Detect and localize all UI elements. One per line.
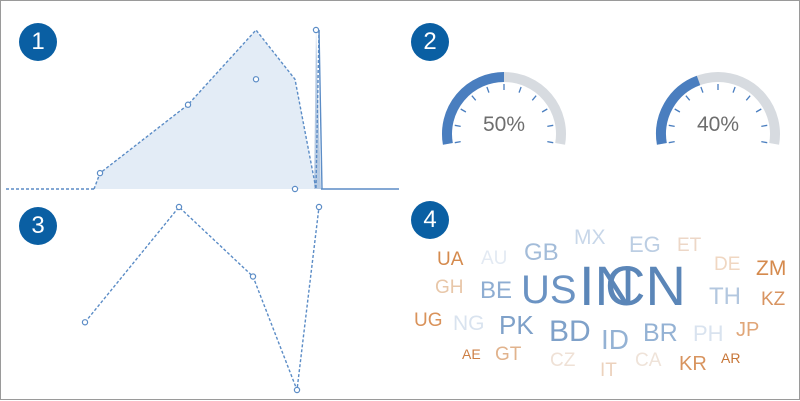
- panel-2-badge: 2: [411, 23, 449, 61]
- word-ae: AE: [462, 346, 481, 362]
- word-be: BE: [480, 277, 512, 304]
- gauge-value-arc: [442, 72, 505, 145]
- gauge-tick: [486, 86, 490, 93]
- word-et: ET: [677, 235, 702, 256]
- word-us: US: [521, 268, 577, 312]
- gauge-value-label: 50%: [483, 113, 525, 136]
- area-spike-edge: [318, 29, 323, 190]
- word-th: TH: [709, 283, 741, 310]
- word-zm: ZM: [756, 257, 786, 280]
- word-br: BR: [643, 319, 678, 347]
- area-point-3: [252, 76, 260, 83]
- word-cn: CN: [605, 254, 686, 317]
- area-point-1: [96, 169, 104, 177]
- word-au: AU: [481, 248, 507, 269]
- gauge-tick: [547, 124, 554, 127]
- gauge-tick: [700, 86, 704, 93]
- gauge-charts: 50% 40%: [442, 72, 780, 145]
- word-in: IN: [579, 254, 635, 317]
- word-bd: BD: [549, 315, 591, 348]
- word-pk: PK: [499, 310, 534, 340]
- area-spike-fill: [314, 30, 321, 189]
- gauge-tick: [471, 95, 477, 101]
- word-it: IT: [600, 360, 617, 381]
- word-jp: JP: [736, 319, 759, 341]
- gauge-tick: [732, 86, 736, 93]
- gauge-value-label: 40%: [697, 113, 739, 136]
- gauge-tick: [454, 124, 461, 127]
- word-ph: PH: [693, 321, 724, 346]
- line-chart: [81, 203, 323, 394]
- area-point-2: [184, 101, 192, 108]
- gauge-tick: [454, 141, 461, 144]
- word-cz: CZ: [550, 350, 576, 371]
- word-gt: GT: [495, 344, 522, 365]
- gauge-1: 50%: [442, 72, 566, 145]
- line-point-5: [315, 203, 323, 211]
- word-de: DE: [714, 254, 740, 275]
- gauge-tick: [668, 124, 675, 127]
- gauge-tick: [674, 108, 681, 113]
- area-chart: [6, 26, 399, 193]
- word-eg: EG: [629, 232, 661, 257]
- panel-3-badge: 3: [19, 207, 57, 245]
- word-gb: GB: [524, 239, 559, 266]
- gauge-2: 40%: [656, 72, 780, 145]
- line-point-1: [81, 319, 89, 326]
- gauge-tick: [531, 95, 537, 101]
- word-ar: AR: [721, 350, 740, 366]
- word-mx: MX: [574, 226, 606, 249]
- gauge-tick: [668, 141, 675, 144]
- gauge-tick: [761, 141, 768, 144]
- area-point-4: [291, 185, 299, 193]
- line-point-2: [175, 203, 183, 211]
- word-ug: UG: [414, 310, 443, 331]
- gauge-tick: [685, 95, 691, 101]
- word-gh: GH: [435, 277, 464, 298]
- panel-1-badge: 1: [19, 23, 57, 61]
- gauge-tick: [460, 108, 467, 113]
- panel-4-badge: 4: [411, 201, 449, 239]
- word-id: ID: [601, 324, 629, 355]
- area-fill: [94, 30, 319, 189]
- gauge-tick: [755, 108, 762, 113]
- gauge-tick: [541, 108, 548, 113]
- word-ng: NG: [453, 312, 485, 335]
- word-kr: KR: [679, 353, 707, 375]
- line-point-3: [249, 273, 257, 280]
- gauge-tick: [518, 86, 522, 93]
- word-ca: CA: [635, 350, 662, 371]
- gauge-tick: [745, 95, 751, 101]
- gauge-value-arc: [656, 75, 701, 145]
- gauge-tick: [761, 124, 768, 127]
- word-kz: KZ: [761, 289, 786, 310]
- word-ua: UA: [437, 249, 464, 270]
- line-series: [84, 205, 320, 391]
- gauge-tick: [547, 141, 554, 144]
- area-point-5: [312, 26, 320, 34]
- line-point-4: [293, 386, 301, 394]
